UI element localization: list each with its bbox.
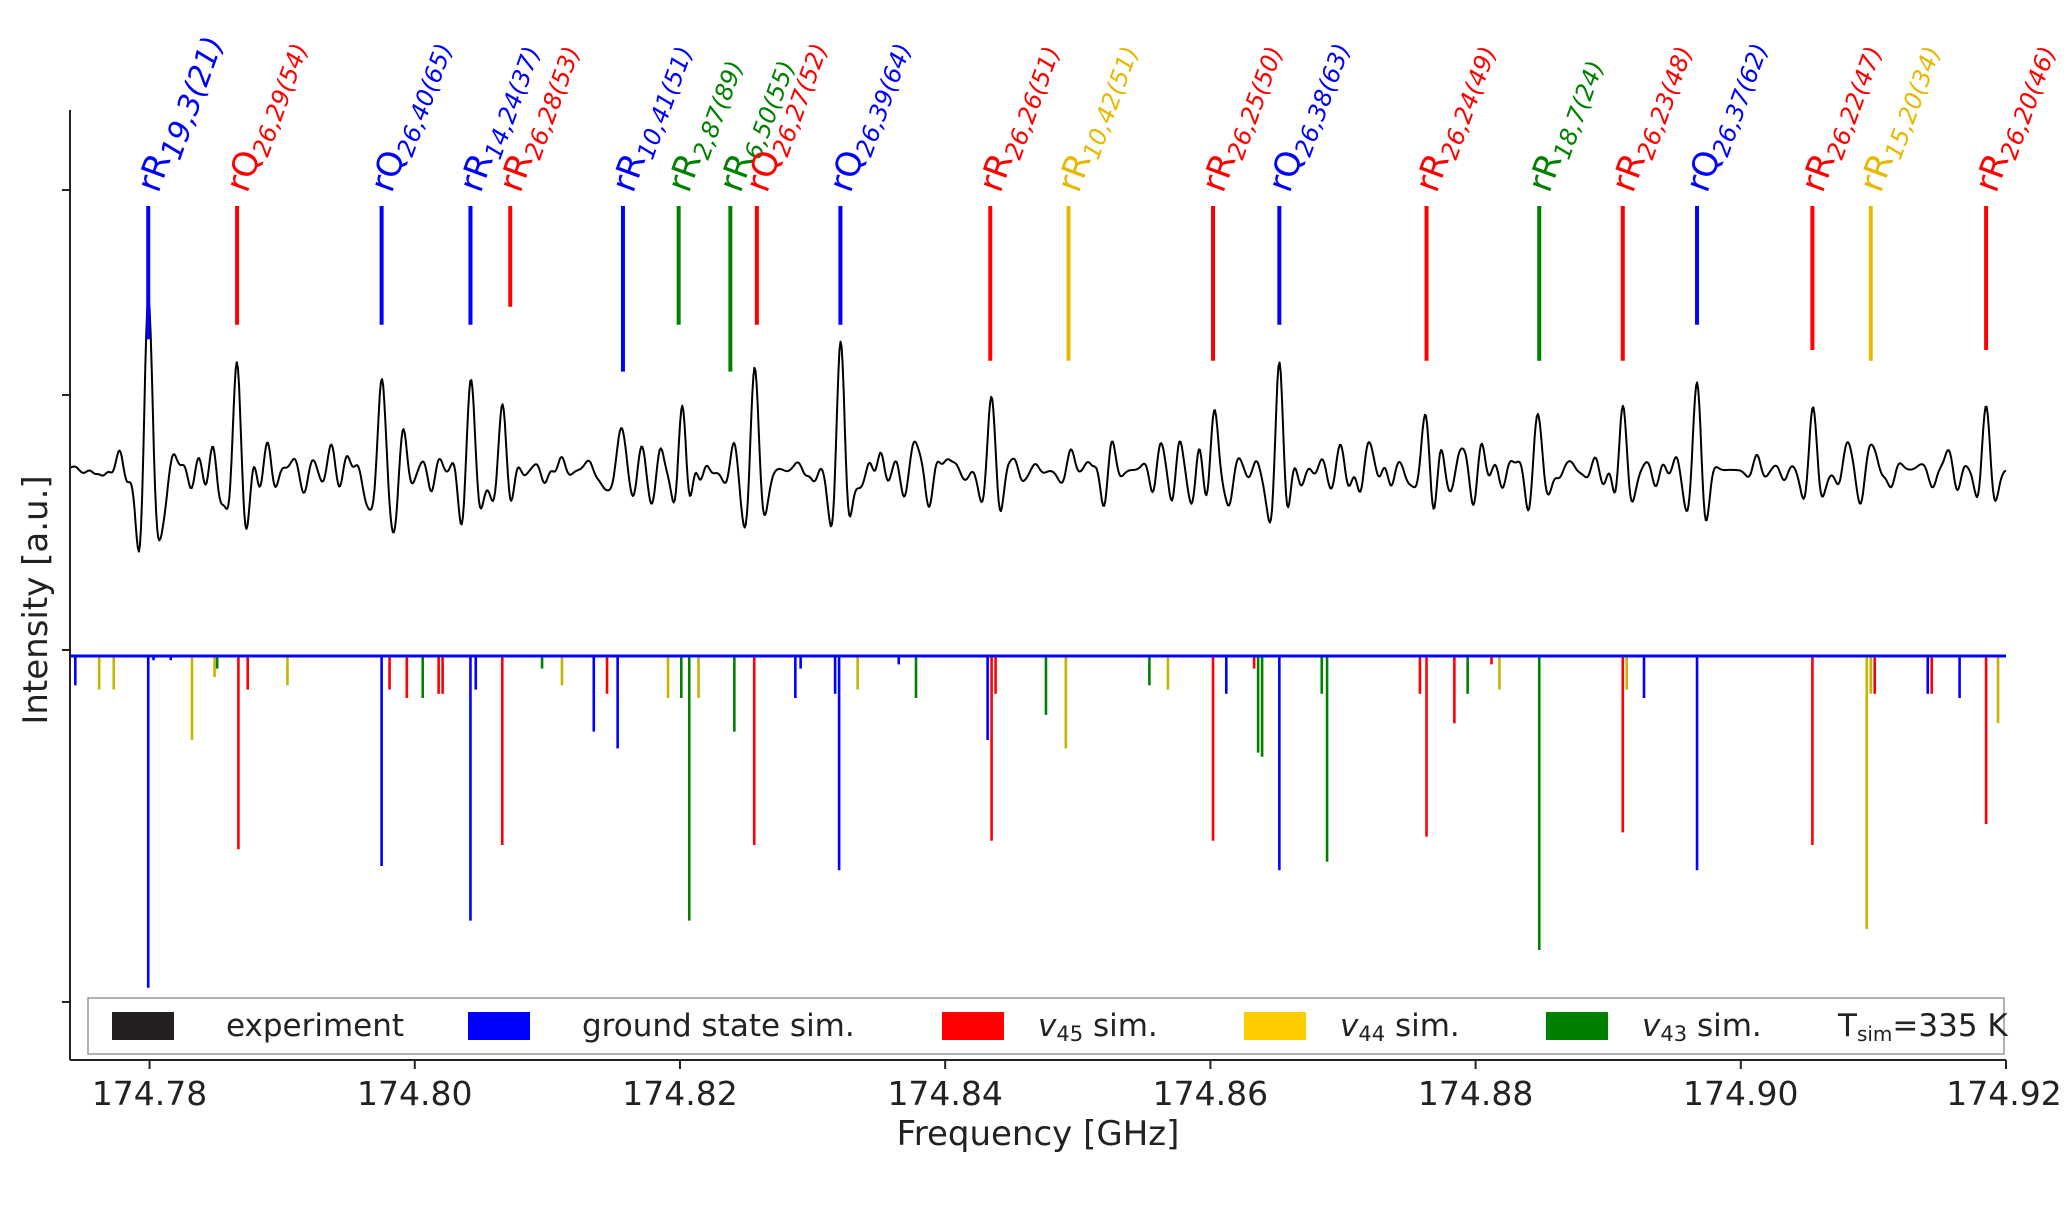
legend-swatch xyxy=(1244,1012,1306,1040)
x-tick-label: 174.82 xyxy=(622,1074,737,1113)
x-tick-label: 174.90 xyxy=(1683,1074,1798,1113)
legend-swatch xyxy=(112,1012,174,1040)
axes: 174.78 174.80 174.82 174.84 174.86 174.88 174.… xyxy=(62,110,2062,1113)
experiment-trace xyxy=(69,297,2007,553)
x-tick-label: 174.92 xyxy=(1946,1074,2061,1113)
legend-frame xyxy=(87,997,2005,1055)
legend-temperature: Tsim=335 K xyxy=(1837,1008,2008,1046)
legend-label: v43 sim. xyxy=(1642,1008,1762,1046)
legend-label: ground state sim. xyxy=(582,1008,855,1044)
x-axis-title: Frequency [GHz] xyxy=(897,1114,1180,1154)
legend-label: experiment xyxy=(226,1008,404,1044)
simulated-sticks xyxy=(74,656,2000,988)
x-tick-label: 174.88 xyxy=(1418,1074,1533,1113)
y-axis-title: Intensity [a.u.] xyxy=(16,475,56,724)
legend-swatch xyxy=(942,1012,1004,1040)
legend-label: v44 sim. xyxy=(1340,1008,1460,1046)
x-tick-label: 174.86 xyxy=(1153,1074,1268,1113)
legend-swatch xyxy=(468,1012,530,1040)
legend-label: v45 sim. xyxy=(1038,1008,1158,1046)
x-tick-label: 174.78 xyxy=(92,1074,207,1113)
legend: experiment ground state sim. v45 sim. v44 s… xyxy=(87,997,2008,1055)
legend-swatch xyxy=(1546,1012,1608,1040)
x-tick-label: 174.80 xyxy=(357,1074,472,1113)
x-tick-label: 174.84 xyxy=(887,1074,1002,1113)
